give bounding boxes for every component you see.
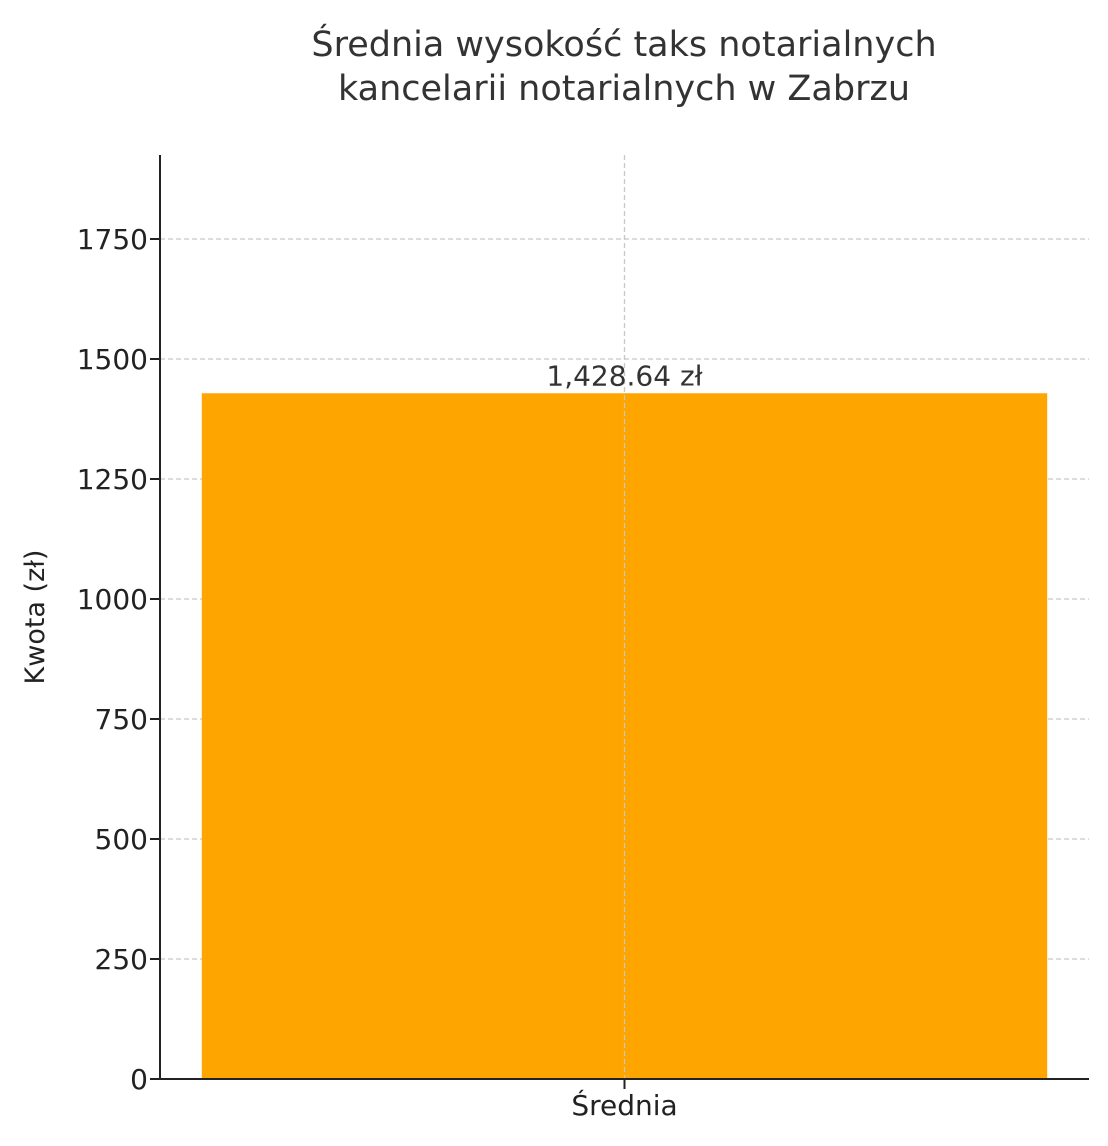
- y-tick-label: 0: [130, 1063, 148, 1096]
- y-tick-label: 1250: [77, 463, 148, 496]
- y-tick-label: 750: [95, 703, 148, 736]
- y-tick-label: 1500: [77, 343, 148, 376]
- labels: 0 250 500 750 1000 1250 1500 1750 1,428.64 zł Śre…: [77, 223, 703, 1122]
- y-tick-label: 1750: [77, 223, 148, 256]
- bar: [201, 393, 1048, 1079]
- y-tick-label: 1000: [77, 583, 148, 616]
- chart-title-line-2: kancelarii notarialnych w Zabrzu: [338, 69, 910, 109]
- y-tick-label: 250: [95, 943, 148, 976]
- bars: [201, 155, 1048, 1079]
- axes: [150, 155, 1089, 1089]
- x-tick-label: Średnia: [571, 1088, 677, 1122]
- y-tick-label: 500: [95, 823, 148, 856]
- bar-value-label: 1,428.64 zł: [546, 359, 702, 392]
- y-axis-label: Kwota (zł): [20, 550, 51, 685]
- chart-title-line-1: Średnia wysokość taks notarialnych: [311, 23, 936, 65]
